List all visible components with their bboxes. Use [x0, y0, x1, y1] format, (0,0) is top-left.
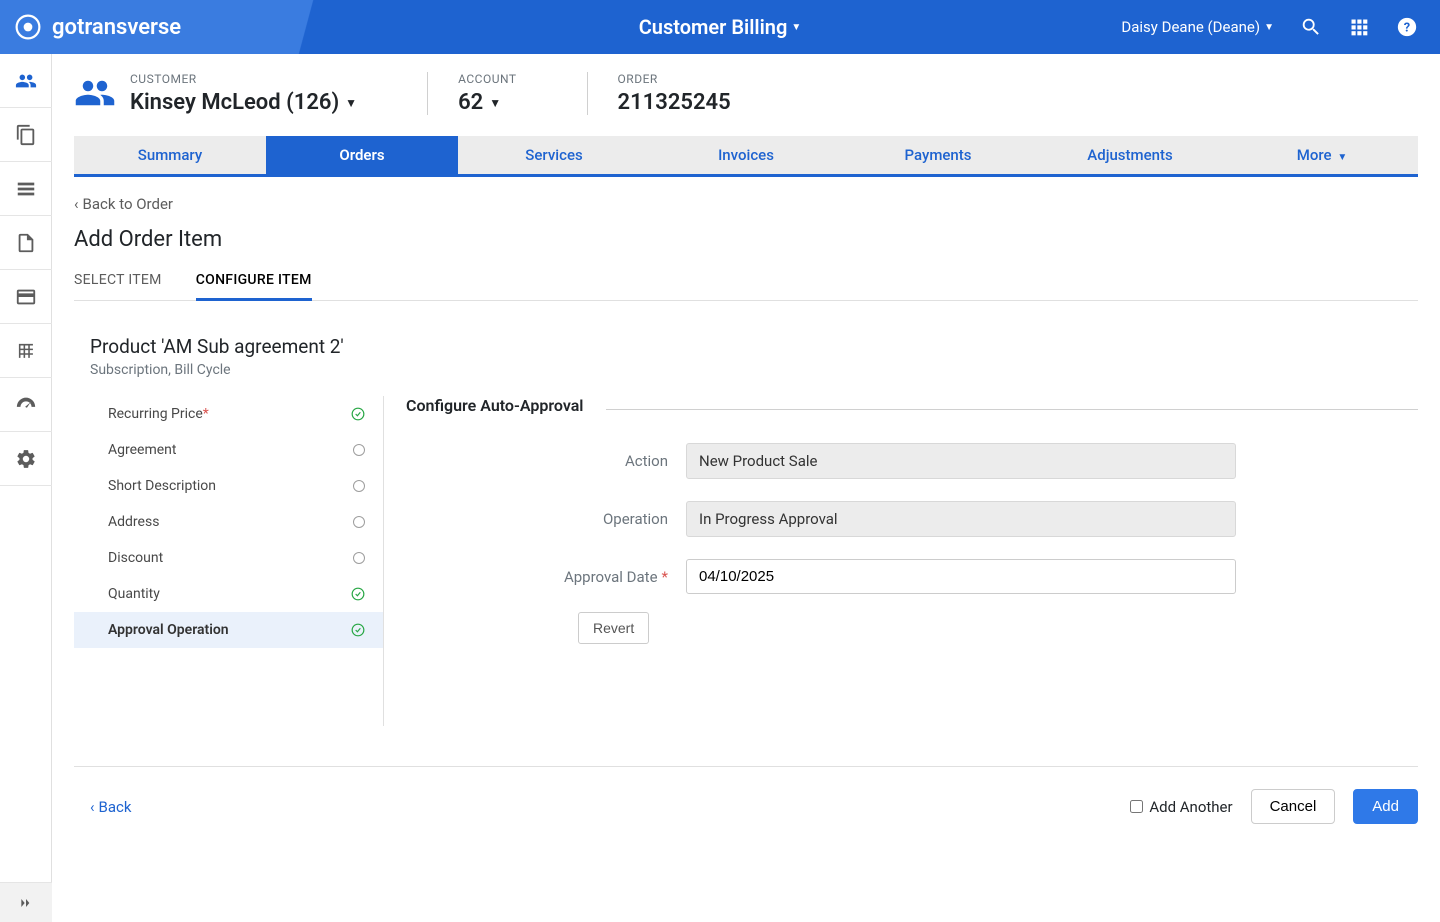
- step-address[interactable]: Address: [74, 504, 383, 540]
- sidebar-item-stack[interactable]: [0, 162, 52, 216]
- order-value-wrap: 211325245: [618, 90, 731, 115]
- product-title: Product 'AM Sub agreement 2': [90, 335, 1418, 358]
- search-icon[interactable]: [1300, 16, 1322, 38]
- sidebar-item-customers[interactable]: [0, 54, 52, 108]
- step-label: Short Description: [108, 478, 216, 494]
- sidebar-item-settings[interactable]: [0, 432, 52, 486]
- page-title: Add Order Item: [74, 227, 1418, 252]
- caret-down-icon: ▼: [489, 96, 501, 110]
- step-label: Approval Operation: [108, 622, 229, 638]
- caret-down-icon: ▼: [1337, 152, 1347, 163]
- svg-text:?: ?: [1404, 21, 1410, 36]
- sidebar-item-gauge[interactable]: [0, 378, 52, 432]
- operation-value: In Progress Approval: [686, 501, 1236, 537]
- back-button[interactable]: ‹ Back: [90, 798, 131, 816]
- main-content: CUSTOMER Kinsey McLeod (126) ▼ ACCOUNT 6…: [52, 54, 1440, 922]
- step-quantity[interactable]: Quantity: [74, 576, 383, 612]
- form-section-title: Configure Auto-Approval: [406, 396, 1418, 421]
- subtabs: SELECT ITEM CONFIGURE ITEM: [74, 262, 1418, 301]
- order-value: 211325245: [618, 90, 731, 115]
- approval-date-label-text: Approval Date: [564, 568, 658, 586]
- empty-circle-icon: [353, 444, 365, 456]
- brand-text: gotransverse: [52, 15, 181, 40]
- subtab-select-item[interactable]: SELECT ITEM: [74, 262, 162, 300]
- customer-dropdown[interactable]: Kinsey McLeod (126) ▼: [130, 90, 357, 115]
- chevron-left-icon: ‹: [90, 798, 95, 816]
- add-another-label: Add Another: [1149, 798, 1232, 816]
- chevron-left-icon: ‹: [74, 195, 79, 213]
- tab-services[interactable]: Services: [458, 136, 650, 174]
- tab-summary[interactable]: Summary: [74, 136, 266, 174]
- step-label: Recurring Price*: [108, 406, 209, 422]
- approval-date-label: Approval Date*: [406, 568, 686, 586]
- subtab-configure-item[interactable]: CONFIGURE ITEM: [196, 262, 312, 301]
- check-circle-icon: [351, 407, 365, 421]
- customers-icon: [74, 72, 116, 118]
- step-approval-operation[interactable]: Approval Operation: [74, 612, 383, 648]
- sidebar-expand[interactable]: [0, 882, 52, 922]
- check-circle-icon: [351, 587, 365, 601]
- revert-button[interactable]: Revert: [578, 612, 649, 644]
- step-label: Discount: [108, 550, 163, 566]
- approval-date-input[interactable]: [686, 559, 1236, 594]
- customer-value: Kinsey McLeod (126): [130, 90, 339, 115]
- account-value: 62: [458, 90, 483, 115]
- user-menu[interactable]: Daisy Deane (Deane) ▼: [1121, 18, 1274, 36]
- back-to-order-text: Back to Order: [83, 195, 173, 213]
- empty-circle-icon: [353, 516, 365, 528]
- operation-label: Operation: [406, 510, 686, 528]
- tab-orders[interactable]: Orders: [266, 136, 458, 174]
- config-steps: Recurring Price* Agreement Short Descripti…: [74, 396, 384, 726]
- empty-circle-icon: [353, 552, 365, 564]
- tab-invoices[interactable]: Invoices: [650, 136, 842, 174]
- sidebar: [0, 54, 52, 922]
- step-agreement[interactable]: Agreement: [74, 432, 383, 468]
- product-subtitle: Subscription, Bill Cycle: [90, 362, 1418, 378]
- step-label: Agreement: [108, 442, 176, 458]
- step-label: Quantity: [108, 586, 160, 602]
- tab-more[interactable]: More ▼: [1226, 136, 1418, 174]
- action-value: New Product Sale: [686, 443, 1236, 479]
- add-another-checkbox[interactable]: Add Another: [1130, 798, 1232, 816]
- action-label: Action: [406, 452, 686, 470]
- apps-grid-icon[interactable]: [1348, 16, 1370, 38]
- add-another-input[interactable]: [1130, 800, 1143, 813]
- tab-payments[interactable]: Payments: [842, 136, 1034, 174]
- config-form: Configure Auto-Approval Action New Produ…: [384, 396, 1418, 726]
- check-circle-icon: [351, 623, 365, 637]
- caret-down-icon: ▼: [1264, 22, 1274, 33]
- tab-adjustments[interactable]: Adjustments: [1034, 136, 1226, 174]
- step-discount[interactable]: Discount: [74, 540, 383, 576]
- brand[interactable]: gotransverse: [0, 13, 181, 41]
- back-to-order-link[interactable]: ‹ Back to Order: [74, 195, 1418, 213]
- cancel-button[interactable]: Cancel: [1251, 789, 1336, 824]
- main-tabs: SummaryOrdersServicesInvoicesPaymentsAdj…: [74, 136, 1418, 177]
- topbar-title-text: Customer Billing: [639, 15, 788, 39]
- help-icon[interactable]: ?: [1396, 16, 1418, 38]
- customer-label: CUSTOMER: [130, 72, 357, 86]
- sidebar-item-copy[interactable]: [0, 108, 52, 162]
- account-label: ACCOUNT: [458, 72, 516, 86]
- sidebar-item-card[interactable]: [0, 270, 52, 324]
- sidebar-item-document[interactable]: [0, 216, 52, 270]
- brand-logo-icon: [14, 13, 42, 41]
- caret-down-icon: ▼: [345, 96, 357, 110]
- topbar: gotransverse Customer Billing ▼ Daisy De…: [0, 0, 1440, 54]
- order-label: ORDER: [618, 72, 731, 86]
- sidebar-item-table[interactable]: [0, 324, 52, 378]
- context-header: CUSTOMER Kinsey McLeod (126) ▼ ACCOUNT 6…: [74, 72, 1418, 118]
- back-text: Back: [99, 798, 132, 816]
- caret-down-icon: ▼: [791, 22, 801, 33]
- step-label: Address: [108, 514, 159, 530]
- user-name: Daisy Deane (Deane): [1121, 18, 1260, 36]
- step-short-description[interactable]: Short Description: [74, 468, 383, 504]
- footer: ‹ Back Add Another Cancel Add: [74, 766, 1418, 854]
- step-recurring-price[interactable]: Recurring Price*: [74, 396, 383, 432]
- empty-circle-icon: [353, 480, 365, 492]
- account-dropdown[interactable]: 62 ▼: [458, 90, 516, 115]
- add-button[interactable]: Add: [1353, 789, 1418, 824]
